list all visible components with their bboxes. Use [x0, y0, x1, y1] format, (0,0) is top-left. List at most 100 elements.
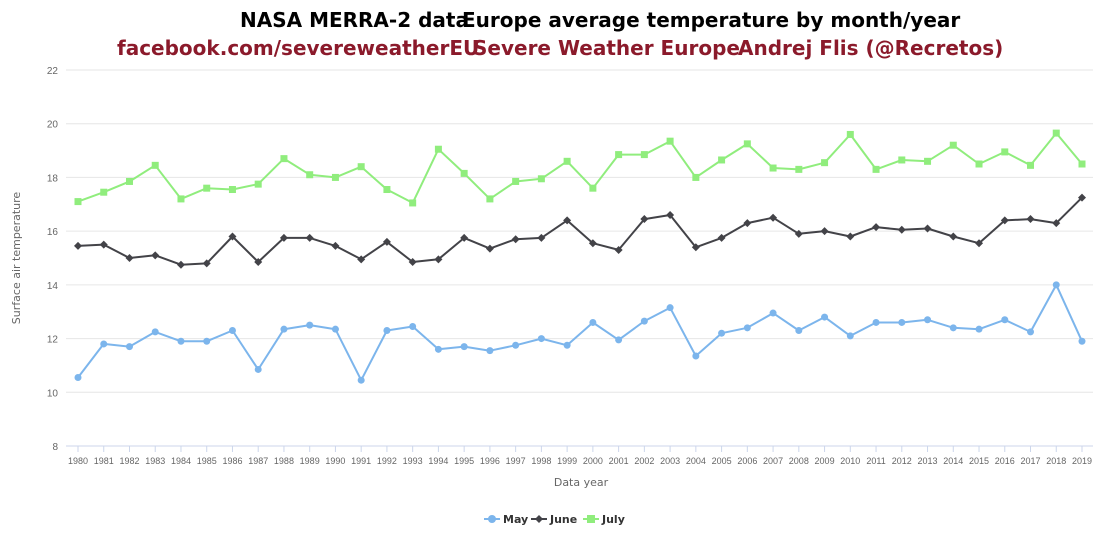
x-tick-label: 1985	[197, 456, 217, 466]
y-tick-label: 20	[47, 120, 59, 131]
data-point-july	[589, 184, 597, 192]
data-point-july	[872, 165, 880, 173]
data-point-june	[820, 227, 829, 236]
data-point-july	[512, 177, 520, 185]
data-point-june	[588, 239, 597, 248]
data-point-may	[692, 352, 700, 360]
data-point-june	[357, 255, 366, 264]
data-point-july	[125, 177, 133, 185]
data-point-july	[409, 199, 417, 207]
data-point-july	[306, 171, 314, 179]
x-tick-label: 2000	[583, 456, 603, 466]
y-axis-title: Surface air temperature	[10, 192, 23, 325]
data-point-june	[537, 233, 546, 242]
data-point-may	[512, 341, 520, 349]
y-tick-label: 22	[47, 66, 59, 77]
data-point-july	[898, 156, 906, 164]
x-tick-label: 2009	[815, 456, 835, 466]
data-point-july	[151, 161, 159, 169]
data-point-june	[1052, 219, 1061, 228]
legend-item-june[interactable]: June	[531, 510, 577, 528]
x-tick-label: 1998	[531, 456, 551, 466]
x-tick-label: 1987	[248, 456, 268, 466]
data-point-may	[228, 327, 236, 335]
x-tick-label: 2004	[686, 456, 706, 466]
data-point-june	[485, 244, 494, 253]
axes: 8 10 12 14 16 18 20 22 1980 1981 1982 1983 1984 1985 1…	[47, 66, 1093, 466]
data-point-may	[718, 329, 726, 337]
data-point-june	[949, 232, 958, 241]
data-point-may	[151, 328, 159, 336]
legend-marker-july	[583, 515, 599, 523]
data-point-june	[151, 251, 160, 260]
data-point-june	[279, 233, 288, 242]
x-tick-label: 2013	[918, 456, 938, 466]
data-point-july	[537, 175, 545, 183]
x-tick-label: 1992	[377, 456, 397, 466]
data-point-july	[1052, 129, 1060, 137]
x-tick-label: 2007	[763, 456, 783, 466]
data-point-june	[666, 211, 675, 220]
data-point-may	[460, 343, 468, 351]
legend-item-may[interactable]: May	[484, 510, 528, 528]
data-point-may	[280, 325, 288, 333]
y-tick-label: 18	[47, 173, 59, 184]
data-point-june	[202, 259, 211, 268]
data-point-june	[743, 219, 752, 228]
data-point-july	[795, 165, 803, 173]
data-point-may	[100, 340, 108, 348]
series-line-june	[77, 196, 1083, 266]
data-point-july	[254, 180, 262, 188]
data-point-june	[99, 240, 108, 249]
x-tick-label: 2005	[712, 456, 732, 466]
data-point-may	[821, 313, 829, 321]
x-tick-label: 1991	[351, 456, 371, 466]
data-point-may	[74, 374, 82, 382]
legend: May June July	[0, 510, 1100, 530]
data-point-june	[846, 232, 855, 241]
x-tick-label: 2006	[737, 456, 757, 466]
data-point-july	[563, 157, 571, 165]
data-point-june	[975, 239, 984, 248]
data-point-july	[846, 130, 854, 138]
data-point-may	[537, 335, 545, 343]
author-credit: Andrej Flis (@Recretos)	[738, 36, 1004, 60]
data-point-june	[254, 258, 263, 267]
data-point-july	[357, 163, 365, 171]
data-point-july	[228, 186, 236, 194]
data-point-may	[615, 336, 623, 344]
data-point-july	[718, 156, 726, 164]
y-tick-label: 10	[47, 388, 59, 399]
data-point-july	[100, 188, 108, 196]
data-point-june	[794, 229, 803, 238]
y-tick-label: 12	[47, 335, 59, 346]
data-point-may	[486, 347, 494, 355]
x-tick-label: 1980	[68, 456, 88, 466]
data-point-may	[872, 318, 880, 326]
data-point-may	[1001, 316, 1009, 324]
legend-item-july[interactable]: July	[583, 510, 625, 528]
x-tick-label: 1983	[145, 456, 165, 466]
data-point-may	[1078, 337, 1086, 345]
data-point-july	[821, 159, 829, 167]
organization-name: Severe Weather Europe	[473, 36, 740, 60]
y-tick-label: 14	[47, 281, 59, 292]
data-point-june	[176, 260, 185, 269]
x-tick-label: 1999	[557, 456, 577, 466]
data-point-july	[460, 169, 468, 177]
x-tick-label: 2002	[634, 456, 654, 466]
x-tick-label: 1984	[171, 456, 191, 466]
data-point-may	[975, 325, 983, 333]
data-point-july	[486, 195, 494, 203]
data-point-june	[125, 254, 134, 262]
data-point-june	[408, 258, 417, 267]
data-point-july	[331, 173, 339, 181]
data-point-july	[949, 141, 957, 149]
data-point-may	[666, 304, 674, 312]
data-point-may	[769, 309, 777, 317]
data-point-june	[717, 233, 726, 242]
data-point-july	[769, 164, 777, 172]
legend-label-july: July	[602, 512, 625, 526]
data-point-may	[898, 318, 906, 326]
facebook-link[interactable]: facebook.com/severeweatherEU	[117, 36, 480, 60]
